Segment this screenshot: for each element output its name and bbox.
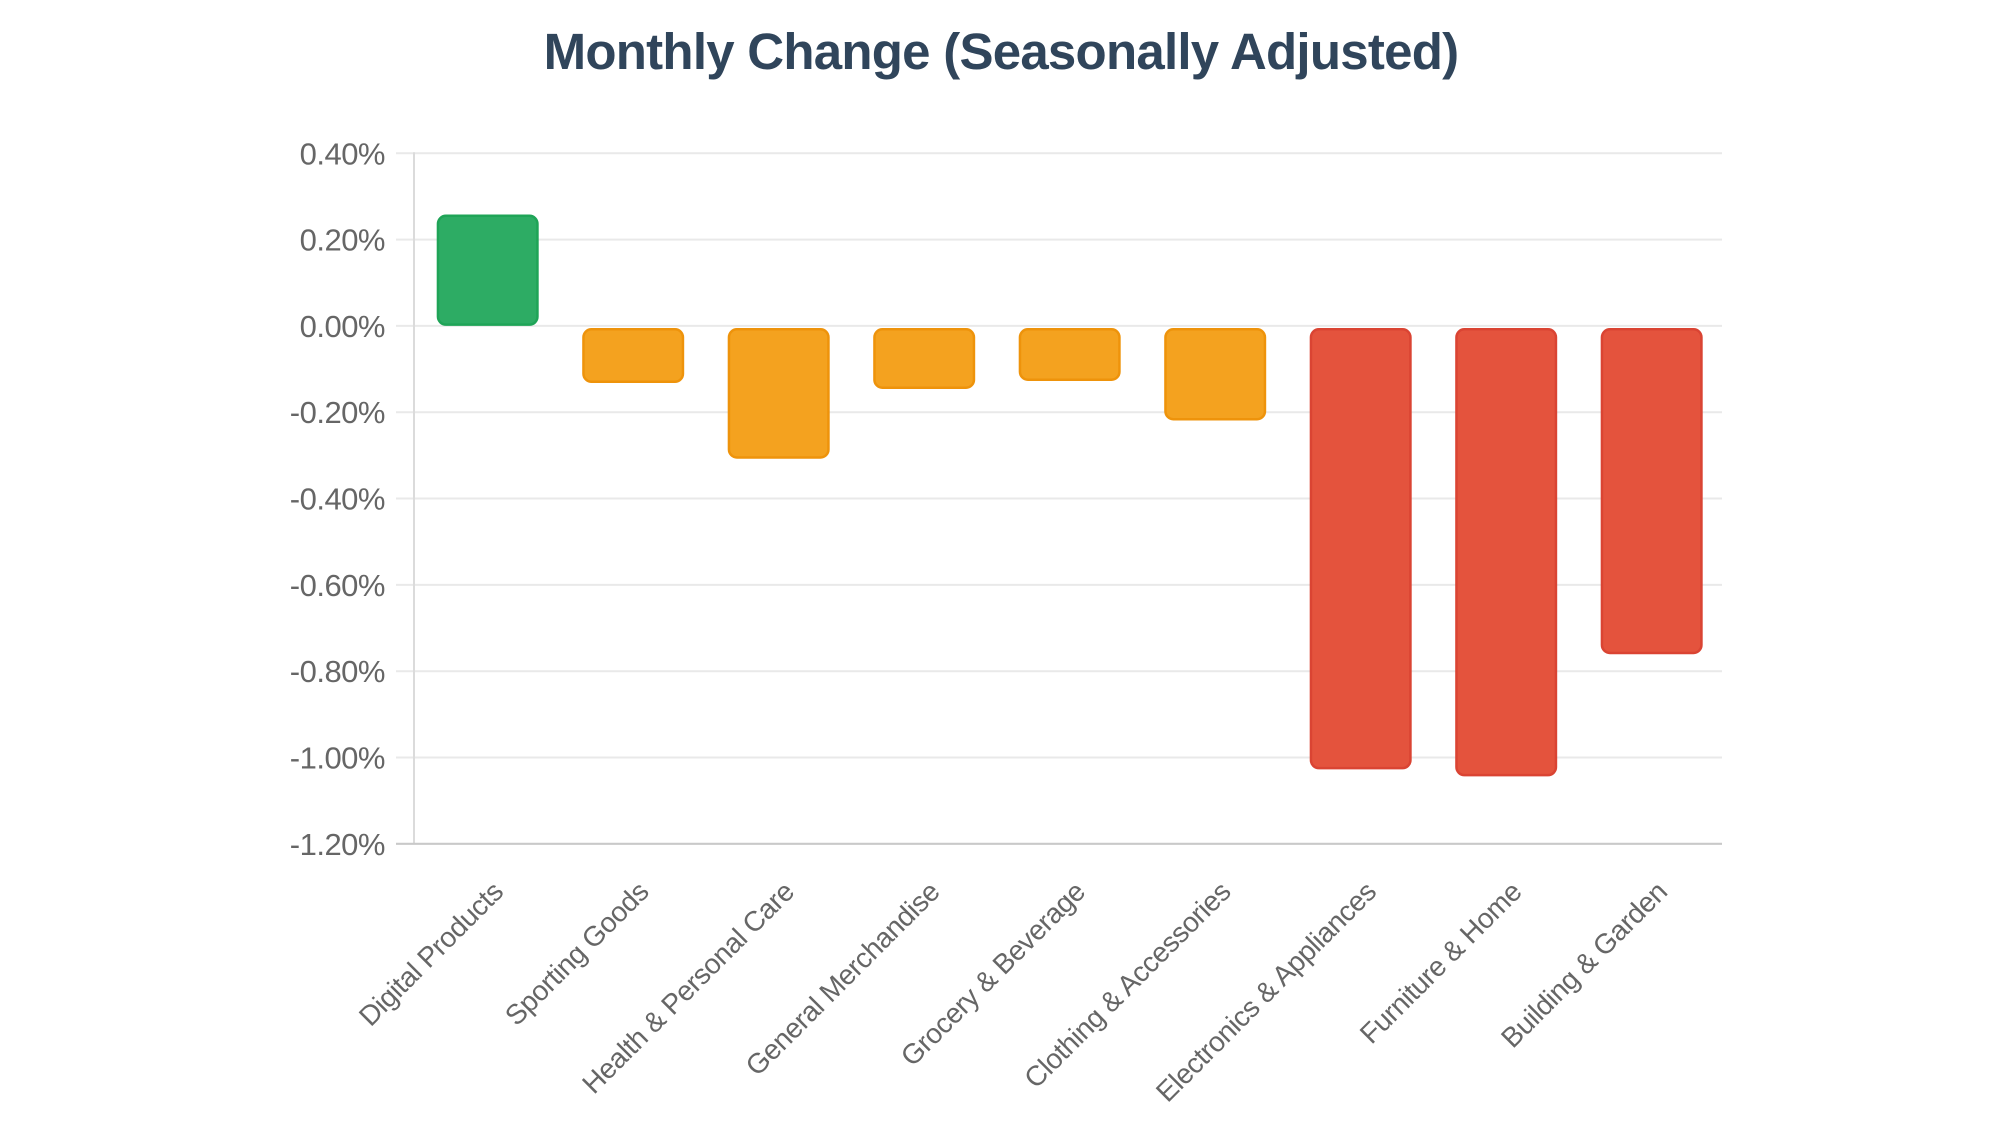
svg-text:-0.80%: -0.80% [290,654,385,689]
svg-text:-1.20%: -1.20% [290,827,385,862]
svg-text:Sporting Goods: Sporting Goods [499,876,655,1032]
svg-text:Furniture & Home: Furniture & Home [1354,876,1528,1050]
svg-text:-0.60%: -0.60% [290,568,385,603]
svg-text:-0.40%: -0.40% [290,482,385,517]
svg-text:Digital Products: Digital Products [353,876,509,1032]
svg-text:-1.00%: -1.00% [290,741,385,776]
svg-text:Monthly Change (Seasonally Adj: Monthly Change (Seasonally Adjusted) [544,23,1459,80]
svg-text:-0.20%: -0.20% [290,395,385,430]
svg-text:0.40%: 0.40% [300,136,385,171]
svg-text:0.20%: 0.20% [300,223,385,258]
svg-text:0.00%: 0.00% [300,309,385,344]
